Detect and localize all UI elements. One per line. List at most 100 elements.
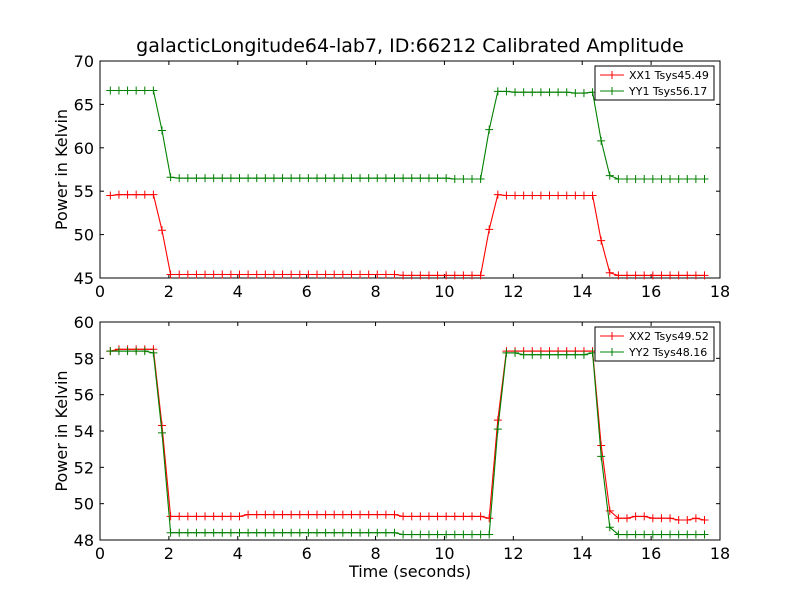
data-point-marker (390, 528, 399, 537)
data-point-marker (597, 452, 606, 461)
data-point-marker (579, 350, 588, 359)
data-point-marker (536, 88, 545, 97)
data-point-marker (623, 514, 631, 523)
data-point-marker (244, 270, 253, 279)
data-point-marker (347, 528, 356, 537)
data-point-marker (330, 174, 339, 183)
data-point-marker (485, 530, 494, 539)
y-tick-label: 55 (74, 182, 94, 201)
data-point-marker (373, 528, 382, 537)
data-point-marker (442, 174, 451, 183)
data-point-marker (149, 86, 158, 95)
data-point-marker (356, 510, 365, 519)
data-point-marker (631, 530, 640, 539)
data-point-marker (407, 174, 416, 183)
data-point-marker (528, 350, 537, 359)
data-point-marker (562, 88, 571, 97)
data-point-marker (485, 125, 494, 134)
data-point-marker (536, 191, 545, 200)
data-point-marker (493, 190, 502, 199)
data-point-marker (235, 174, 244, 183)
data-point-marker (304, 270, 313, 279)
x-tick-label: 8 (370, 544, 380, 563)
data-point-marker (666, 175, 675, 184)
data-point-marker (614, 271, 623, 280)
data-point-marker (244, 528, 253, 537)
data-point-marker (468, 512, 476, 521)
data-point-marker (140, 86, 149, 95)
data-point-marker (476, 512, 485, 521)
data-point-marker (666, 530, 675, 539)
x-tick-label: 10 (434, 544, 454, 563)
data-point-marker (657, 514, 666, 523)
data-point-marker (192, 512, 201, 521)
data-point-marker (201, 528, 210, 537)
data-point-marker (605, 506, 614, 515)
data-point-marker (201, 512, 210, 521)
data-point-marker (175, 528, 184, 537)
data-point-marker (450, 512, 459, 521)
data-point-marker (347, 270, 356, 279)
y-tick-label: 50 (74, 495, 94, 514)
data-point-marker (657, 530, 666, 539)
data-point-marker (416, 174, 425, 183)
x-tick-label: 16 (641, 282, 661, 301)
data-point-marker (364, 510, 373, 519)
data-point-marker (166, 270, 175, 279)
data-point-marker (192, 270, 201, 279)
data-point-marker (209, 174, 218, 183)
data-point-marker (519, 88, 528, 97)
data-point-marker (536, 350, 545, 359)
data-point-marker (381, 174, 390, 183)
data-point-marker (158, 126, 166, 135)
data-point-marker (700, 175, 709, 184)
data-point-marker (399, 174, 408, 183)
data-point-marker (545, 88, 554, 97)
data-point-marker (295, 510, 304, 519)
data-point-marker (390, 510, 399, 519)
data-point-marker (106, 347, 115, 356)
data-point-marker (700, 516, 709, 525)
data-point-marker (175, 512, 184, 521)
data-point-marker (209, 528, 218, 537)
data-point-marker (166, 173, 175, 182)
data-point-marker (114, 347, 123, 356)
data-point-marker (287, 270, 296, 279)
data-point-marker (571, 350, 580, 359)
x-tick-label: 12 (503, 544, 523, 563)
data-point-marker (424, 512, 433, 521)
data-point-marker (450, 271, 459, 280)
data-point-marker (640, 175, 649, 184)
data-point-marker (287, 528, 296, 537)
y-tick-label: 65 (74, 95, 94, 114)
data-point-marker (330, 528, 339, 537)
y-tick-label: 50 (74, 226, 94, 245)
x-axis-label: Time (seconds) (348, 562, 471, 581)
data-point-marker (459, 512, 468, 521)
data-point-marker (399, 512, 408, 521)
data-point-marker (261, 174, 270, 183)
y-tick-label: 60 (74, 139, 94, 158)
x-tick-label: 14 (572, 544, 592, 563)
series-line (110, 348, 705, 521)
y-tick-label: 70 (74, 52, 94, 71)
data-point-marker (304, 174, 313, 183)
series-2 (106, 86, 709, 184)
data-point-marker (571, 191, 580, 200)
x-tick-label: 8 (370, 282, 380, 301)
data-point-marker (252, 528, 261, 537)
data-point-marker (338, 270, 347, 279)
data-point-marker (278, 270, 287, 279)
data-point-marker (218, 174, 227, 183)
legend: XX1 Tsys45.49 YY1 Tsys56.17 (594, 65, 715, 101)
data-point-marker (657, 175, 666, 184)
data-point-marker (269, 270, 278, 279)
data-point-marker (114, 86, 123, 95)
data-point-marker (579, 89, 588, 98)
data-point-marker (338, 174, 347, 183)
data-point-marker (605, 268, 614, 277)
data-point-marker (364, 174, 373, 183)
data-point-marker (321, 174, 330, 183)
data-point-marker (390, 174, 399, 183)
data-point-marker (683, 271, 692, 280)
